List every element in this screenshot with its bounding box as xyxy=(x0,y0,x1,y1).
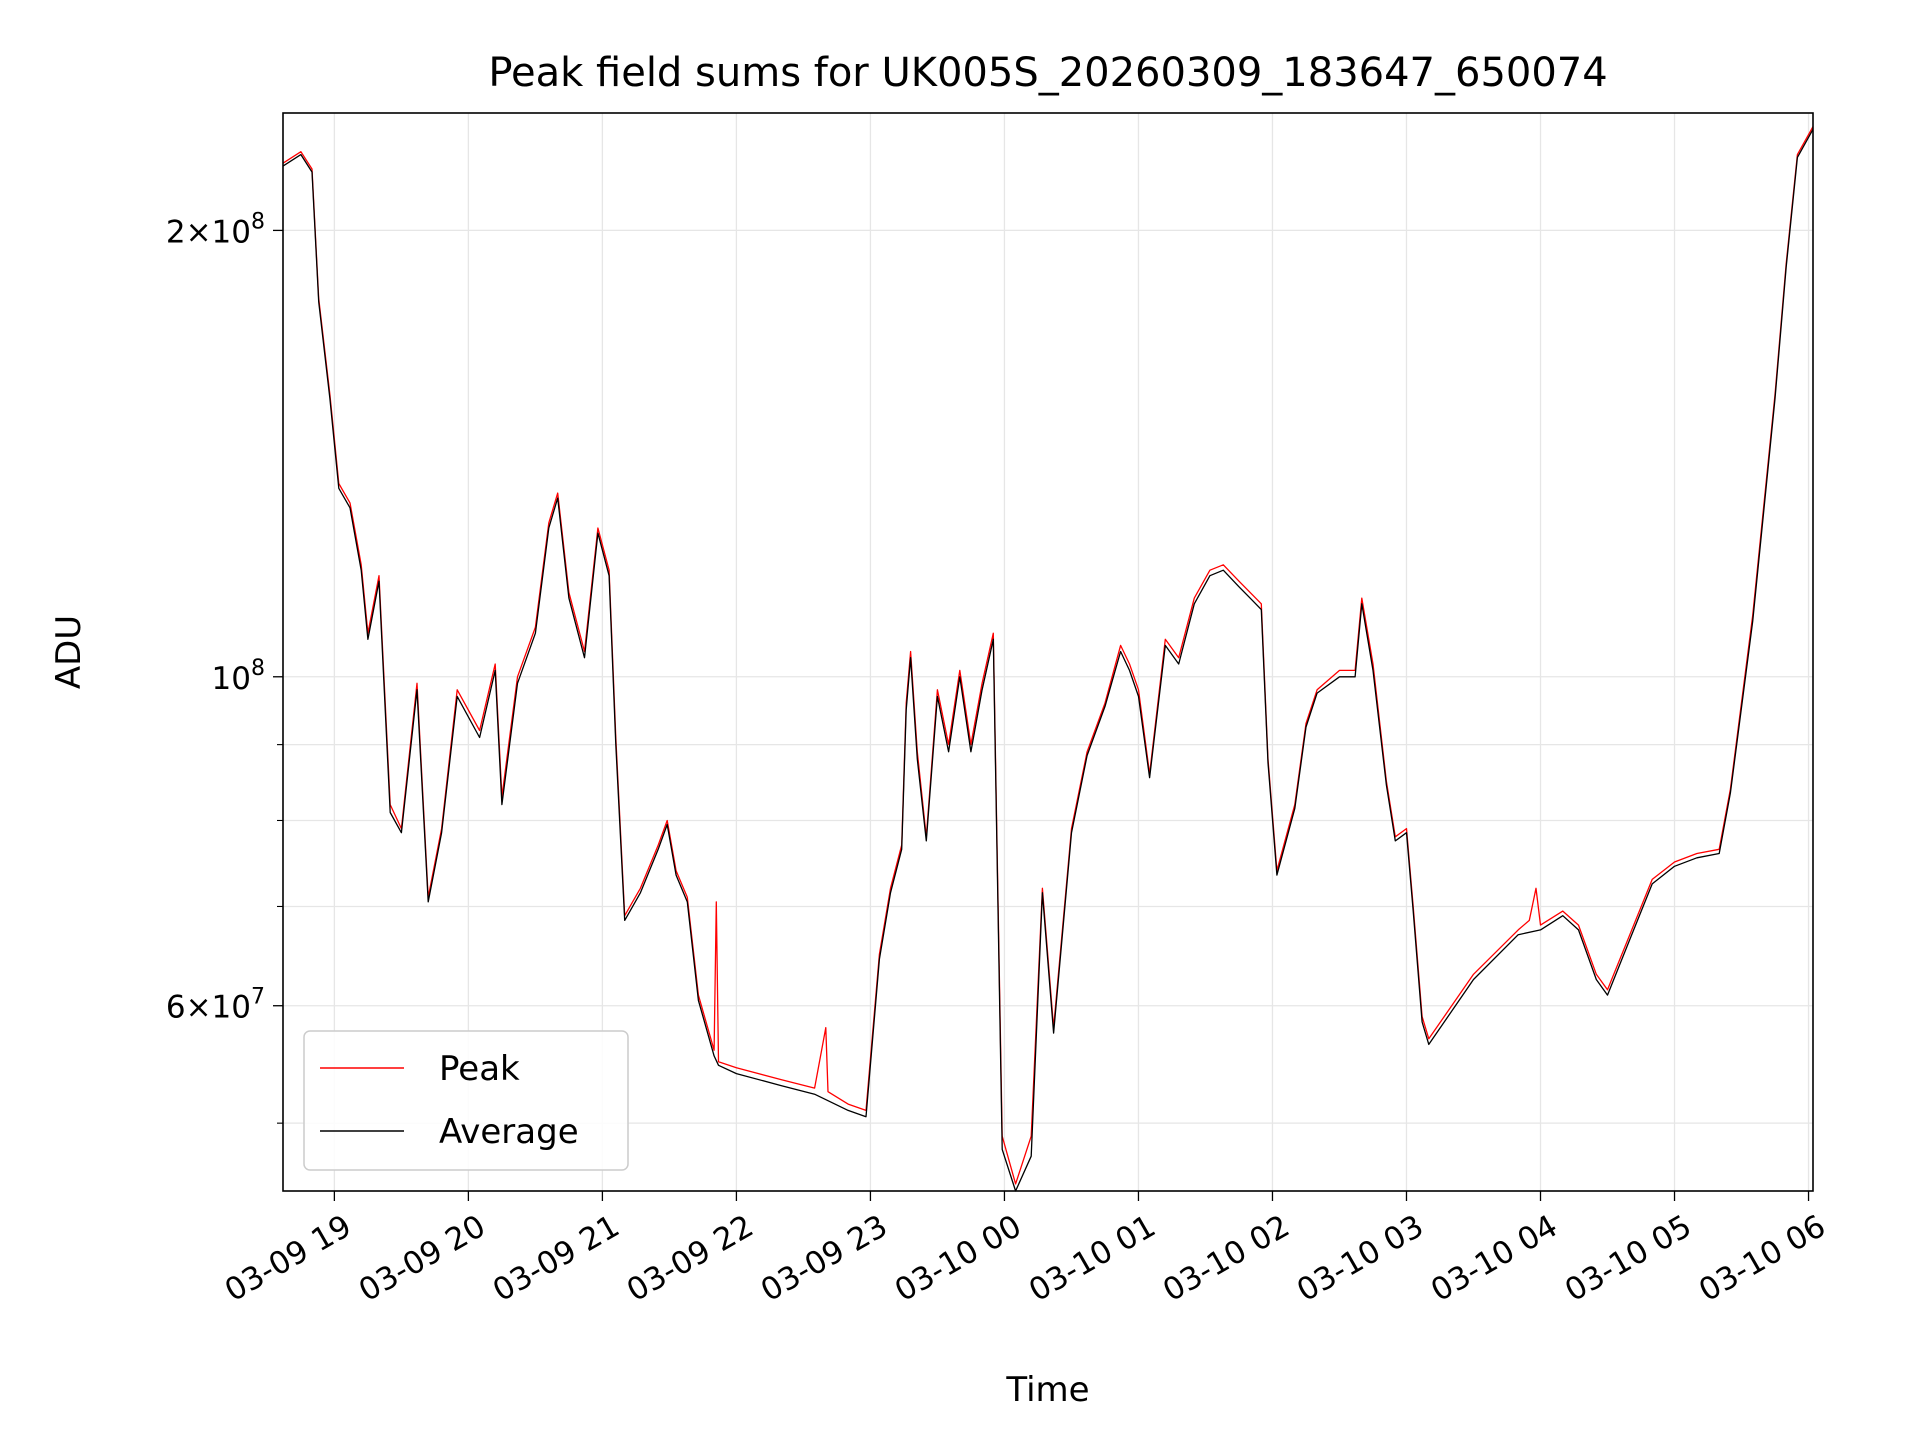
legend-box xyxy=(303,1030,629,1171)
y-axis-label: ADU xyxy=(49,615,89,689)
y-axis-ticks: 2×108 108 6×107 xyxy=(166,209,283,1124)
series-line-peak xyxy=(282,126,1814,1185)
x-axis-label: Time xyxy=(1005,1370,1089,1410)
series-layer xyxy=(282,126,1814,1192)
legend: Peak Average xyxy=(303,1030,629,1171)
legend-label-average: Average xyxy=(439,1112,579,1152)
y-tick-label: 6×107 xyxy=(166,985,265,1026)
series-line-average xyxy=(282,128,1814,1192)
gridlines xyxy=(283,113,1813,1191)
y-tick-label: 108 xyxy=(212,656,265,697)
legend-label-peak: Peak xyxy=(439,1049,520,1089)
y-tick-label: 2×108 xyxy=(166,209,265,250)
chart-title: Peak field sums for UK005S_20260309_1836… xyxy=(488,50,1607,96)
plot-frame xyxy=(282,112,1814,1192)
